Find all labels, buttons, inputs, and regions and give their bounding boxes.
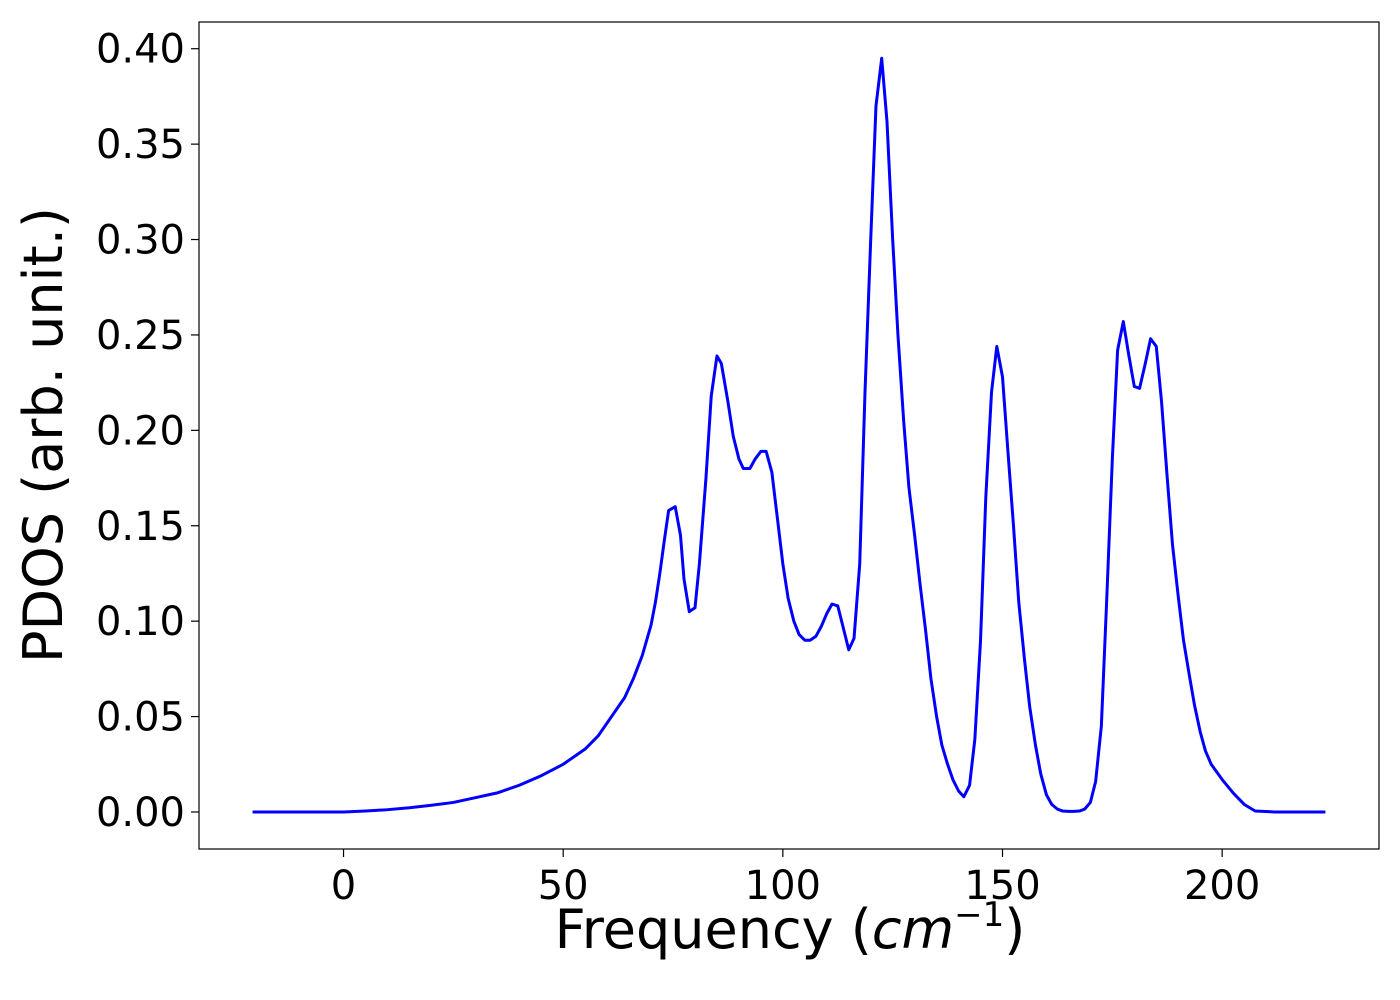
y-tick-label: 0.40: [96, 27, 185, 73]
y-tick-label: 0.35: [96, 122, 185, 168]
x-tick-label: 200: [1184, 863, 1260, 909]
x-tick-label: 0: [331, 863, 356, 909]
x-axis-label: Frequency (cm−1): [555, 895, 1026, 961]
data-line: [252, 56, 1326, 814]
y-tick-label: 0.00: [96, 790, 185, 836]
y-tick-label: 0.10: [96, 599, 185, 645]
y-tick-label: 0.30: [96, 218, 185, 264]
x-label-unit: cm: [872, 898, 954, 961]
x-tick-label: 50: [538, 863, 589, 909]
x-tick-label: 100: [745, 863, 821, 909]
y-tick-label: 0.05: [96, 695, 185, 741]
x-label-exponent: −1: [954, 895, 1004, 935]
y-axis-label: PDOS (arb. unit.): [12, 207, 75, 663]
x-label-close: ): [1004, 898, 1025, 961]
y-tick-label: 0.15: [96, 504, 185, 550]
x-label-text: Frequency (: [555, 898, 872, 961]
plot-frame: [198, 21, 1380, 850]
x-tick-label: 150: [964, 863, 1040, 909]
y-tick-label: 0.25: [96, 313, 185, 359]
y-tick-label: 0.20: [96, 408, 185, 454]
